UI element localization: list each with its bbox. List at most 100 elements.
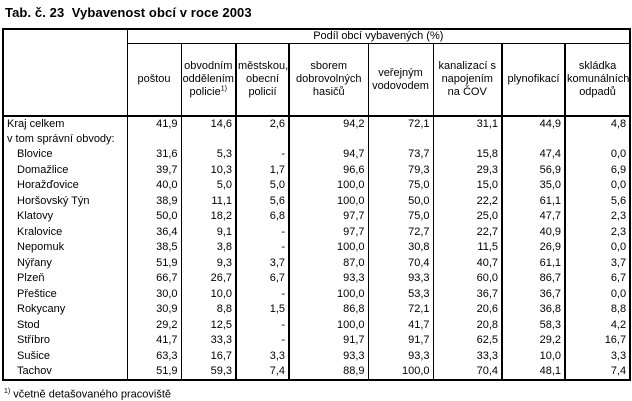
table-row: Stříbro 41,7 33,3-91,7 91,7 62,5 29,2 16,7 xyxy=(3,333,631,349)
col-header-obecni-policie: městskou, obecní policií xyxy=(236,43,290,117)
cell-value: 50,0 xyxy=(368,193,434,209)
table-row: Horšovský Týn 38,9 11,1 5,6 100,0 50,0 22,2 61,… xyxy=(3,193,631,209)
cell-value: - xyxy=(236,147,290,163)
row-label: Horažďovice xyxy=(3,178,128,194)
cell-value: 5,6 xyxy=(236,193,290,209)
cell-value: 61,1 xyxy=(502,255,566,271)
table-title: Tab. č. 23 Vybavenost obcí v roce 2003 xyxy=(5,5,252,20)
col-header-label: obvodním oddělením policie xyxy=(182,60,234,98)
cell-value: 93,3 xyxy=(289,271,369,287)
cell-value: 20,8 xyxy=(433,317,503,333)
cell-value: - xyxy=(236,240,290,256)
cell-value: 51,9 xyxy=(127,255,182,271)
footnote-marker: 1) xyxy=(220,85,227,93)
table-row: Nýřany 51,9 9,3 3,7 87,0 70,4 40,7 61,1 3,7 xyxy=(3,255,631,271)
cell-value: 4,8 xyxy=(565,116,631,132)
cell-value: 93,3 xyxy=(289,348,369,364)
cell-value: 40,7 xyxy=(433,255,503,271)
table-row: Kralovice 36,4 9,1-97,7 72,7 22,7 40,9 2,3 xyxy=(3,224,631,240)
cell-value: 0,0 xyxy=(565,147,631,163)
cell-value: 38,9 xyxy=(127,193,182,209)
cell-value: 26,7 xyxy=(181,271,237,287)
cell-value: 59,3 xyxy=(181,364,237,380)
cell-value: 2,3 xyxy=(565,224,631,240)
cell-value: 36,4 xyxy=(127,224,182,240)
footnote: 1) včetně detašovaného pracoviště xyxy=(4,388,632,401)
cell-value: 72,1 xyxy=(368,302,434,318)
cell-value: 70,4 xyxy=(433,364,503,380)
col-header-label: veřejným vodovodem xyxy=(372,66,429,92)
col-header-label: sborem dobrovolných hasičů xyxy=(296,60,362,98)
cell-value: 4,2 xyxy=(565,317,631,333)
cell-value: 11,1 xyxy=(181,193,237,209)
cell-value: 6,8 xyxy=(236,209,290,225)
cell-value: 40,9 xyxy=(502,224,566,240)
cell-value: 11,5 xyxy=(433,240,503,256)
row-label: Rokycany xyxy=(3,302,128,318)
cell-value: 41,9 xyxy=(127,116,182,132)
cell-value: 3,7 xyxy=(236,255,290,271)
cell-value: 29,2 xyxy=(127,317,182,333)
table-header: Podíl obcí vybavených (%) poštou obvodní… xyxy=(3,29,631,117)
row-label: Blovice xyxy=(3,147,128,163)
cell-value: 44,9 xyxy=(502,116,566,132)
cell-value: 7,4 xyxy=(565,364,631,380)
footnote-marker: 1) xyxy=(4,387,11,395)
cell-value: 5,0 xyxy=(236,178,290,194)
cell-value: 22,7 xyxy=(433,224,503,240)
cell-value: 94,2 xyxy=(289,116,369,132)
col-header-plyn: plynofikací xyxy=(502,43,566,117)
cell-value: 7,4 xyxy=(236,364,290,380)
cell-value: 100,0 xyxy=(289,240,369,256)
cell-value: 20,6 xyxy=(433,302,503,318)
cell-value: 100,0 xyxy=(289,317,369,333)
row-label: Stříbro xyxy=(3,333,128,349)
row-label: v tom správní obvody: xyxy=(3,131,128,147)
col-header-kanalizace: kanalizací s napojením na ČOV xyxy=(433,43,503,117)
cell-value: 3,3 xyxy=(236,348,290,364)
cell-value: 60,0 xyxy=(433,271,503,287)
cell-value: 1,7 xyxy=(236,162,290,178)
cell-value xyxy=(565,131,631,147)
footnote-text: včetně detašovaného pracoviště xyxy=(13,388,172,401)
cell-value: 16,7 xyxy=(181,348,237,364)
cell-value: 2,6 xyxy=(236,116,290,132)
col-header-policie: obvodním oddělením policie1) xyxy=(181,43,237,117)
cell-value: - xyxy=(236,224,290,240)
cell-value: 75,0 xyxy=(368,209,434,225)
cell-value: 48,1 xyxy=(502,364,566,380)
cell-value: 0,0 xyxy=(565,240,631,256)
cell-value: 72,1 xyxy=(368,116,434,132)
group-header-row: Podíl obcí vybavených (%) xyxy=(3,29,631,117)
cell-value: 14,6 xyxy=(181,116,237,132)
row-label: Kralovice xyxy=(3,224,128,240)
cell-value: 97,7 xyxy=(289,224,369,240)
cell-value: 33,3 xyxy=(181,333,237,349)
cell-value: 75,0 xyxy=(368,178,434,194)
cell-value: 10,3 xyxy=(181,162,237,178)
table-row: Kraj celkem 41,9 14,6 2,6 94,2 72,1 31,1 44,9 4,… xyxy=(3,116,631,132)
cell-value: 86,7 xyxy=(502,271,566,287)
row-label: Kraj celkem xyxy=(3,116,128,132)
cell-value: 39,7 xyxy=(127,162,182,178)
row-label: Horšovský Týn xyxy=(3,193,128,209)
table-row: Nepomuk 38,5 3,8-100,0 30,8 11,5 26,9 0,0 xyxy=(3,240,631,256)
cell-value: 70,4 xyxy=(368,255,434,271)
cell-value: 5,6 xyxy=(565,193,631,209)
cell-value: 100,0 xyxy=(289,286,369,302)
cell-value: 3,8 xyxy=(181,240,237,256)
col-header-label: poštou xyxy=(137,73,171,86)
cell-value: 6,7 xyxy=(565,271,631,287)
cell-value: 25,0 xyxy=(433,209,503,225)
cell-value: 96,6 xyxy=(289,162,369,178)
cell-value: 36,7 xyxy=(502,286,566,302)
row-label: Sušice xyxy=(3,348,128,364)
col-header-label: kanalizací s napojením na ČOV xyxy=(438,60,496,98)
cell-value: 93,3 xyxy=(368,271,434,287)
cell-value: 5,0 xyxy=(181,178,237,194)
cell-value: 10,0 xyxy=(502,348,566,364)
cell-value: 40,0 xyxy=(127,178,182,194)
cell-value: 97,7 xyxy=(289,209,369,225)
cell-value: 8,8 xyxy=(565,302,631,318)
cell-value: 1,5 xyxy=(236,302,290,318)
